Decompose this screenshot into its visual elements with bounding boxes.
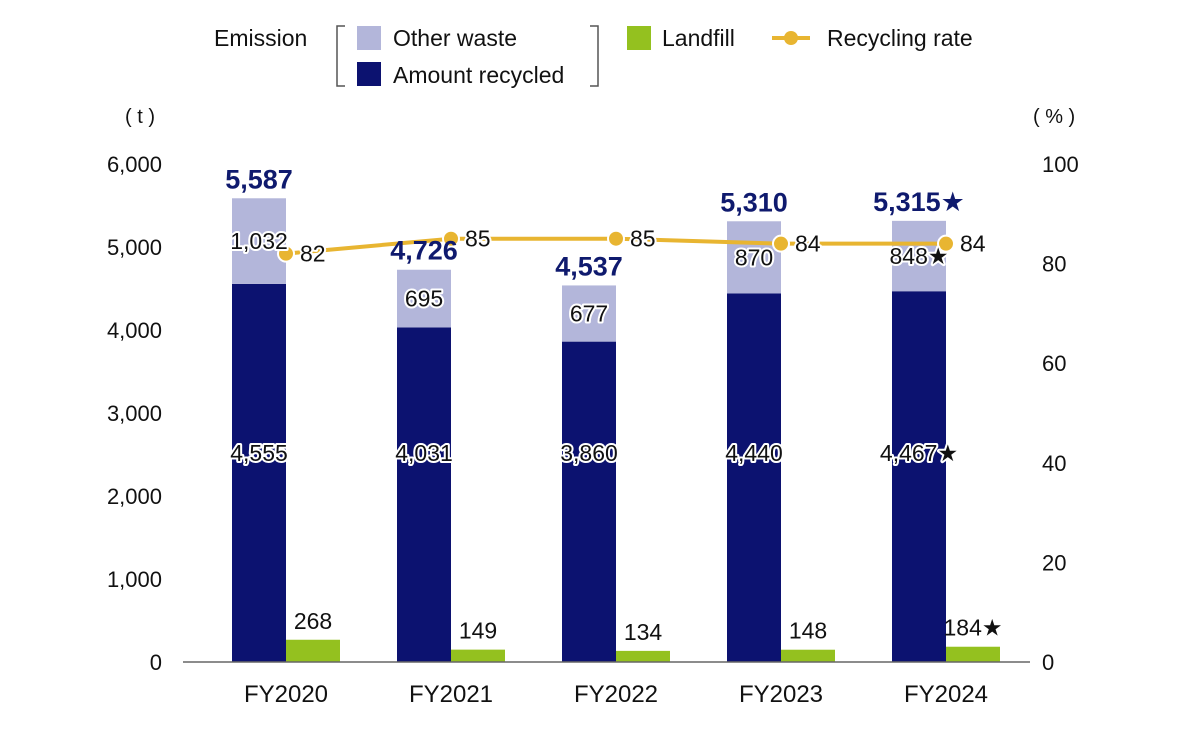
legend-label-amount-recycled: Amount recycled [393, 62, 564, 88]
total-label: 5,315★ [873, 187, 965, 217]
landfill-label: 148 [789, 618, 827, 644]
total-label: 4,537 [555, 251, 623, 281]
legend-label-other-waste: Other waste [393, 25, 517, 51]
y-right-tick-label: 0 [1042, 650, 1054, 675]
x-tick-label: FY2022 [574, 681, 658, 708]
other-waste-label: 1,032 [230, 228, 288, 254]
recycling-rate-point [772, 234, 790, 253]
bar-landfill [616, 650, 670, 662]
bars [232, 198, 1000, 662]
landfill-label: 149 [459, 618, 497, 644]
y-right-tick-label: 80 [1042, 252, 1066, 277]
y-right-tick-label: 100 [1042, 152, 1079, 177]
amount-recycled-label: 3,860 [560, 440, 618, 466]
bar-amount-recycled [397, 327, 451, 662]
legend-bracket-right [590, 25, 599, 87]
x-tick-label: FY2021 [409, 681, 493, 708]
y-right-unit: ( % ) [1033, 106, 1075, 128]
recycling-rate-point [442, 229, 460, 248]
y-right-tick-label: 20 [1042, 550, 1066, 575]
amount-recycled-label: 4,467★ [880, 440, 958, 466]
landfill-label: 184★ [944, 615, 1003, 641]
y-left-tick-label: 6,000 [107, 152, 162, 177]
other-waste-label: 848★ [890, 243, 949, 269]
recycling-rate-label: 85 [630, 226, 656, 252]
recycling-rate-point [277, 244, 295, 263]
bar-other-waste [727, 221, 781, 294]
total-label: 4,726 [390, 236, 458, 266]
bar-other-waste [562, 285, 616, 342]
y-left-unit: ( t ) [125, 106, 155, 128]
recycling-rate-label: 85 [465, 226, 491, 252]
legend-bracket-left [336, 25, 345, 87]
y-left-tick-label: 3,000 [107, 401, 162, 426]
bar-amount-recycled [562, 341, 616, 662]
bar-amount-recycled [232, 283, 286, 662]
landfill-label: 134 [624, 619, 663, 645]
y-left-tick-label: 4,000 [107, 318, 162, 343]
legend-swatch-other-waste [357, 26, 381, 50]
recycling-rate-label: 82 [300, 241, 326, 267]
recycling-rate-series [277, 229, 955, 263]
legend-swatch-amount-recycled [357, 62, 381, 86]
legend-label-landfill: Landfill [662, 25, 735, 51]
y-left-ticks: 0 1,000 2,000 3,000 4,000 5,000 6,000 [107, 152, 162, 675]
x-tick-label: FY2023 [739, 681, 823, 708]
y-left-tick-label: 0 [150, 650, 162, 675]
y-left-tick-label: 1,000 [107, 567, 162, 592]
bar-amount-recycled [892, 291, 946, 662]
y-right-tick-label: 60 [1042, 351, 1066, 376]
bar-other-waste [232, 198, 286, 284]
total-label: 5,587 [225, 164, 293, 194]
amount-recycled-label: 4,440 [725, 440, 783, 466]
legend-swatch-landfill [627, 26, 651, 50]
other-waste-label: 695 [405, 286, 443, 312]
recycling-rate-label: 84 [795, 231, 821, 257]
recycling-rate-point [937, 234, 955, 253]
total-label: 5,310 [720, 187, 788, 217]
bar-landfill [781, 649, 835, 662]
bar-other-waste [397, 269, 451, 328]
x-tick-label: FY2020 [244, 681, 328, 708]
x-tick-label: FY2024 [904, 681, 988, 708]
amount-recycled-label: 4,555 [230, 440, 288, 466]
data-labels: 5,587 4,555 1,032 268 4,726 4,031 695 149 4,537 3… [225, 164, 1002, 645]
legend-label-recycling-rate: Recycling rate [827, 25, 973, 51]
recycling-rate-label: 84 [960, 231, 986, 257]
bar-other-waste [892, 220, 946, 292]
y-left-tick-label: 2,000 [107, 484, 162, 509]
amount-recycled-label: 4,031 [395, 440, 453, 466]
x-axis-labels: FY2020 FY2021 FY2022 FY2023 FY2024 [244, 681, 988, 708]
legend: Emission Other waste Amount recycled Lan… [214, 25, 973, 88]
bar-amount-recycled [727, 293, 781, 662]
y-right-ticks: 0 20 40 60 80 100 [1042, 152, 1079, 675]
bar-landfill [286, 639, 340, 662]
legend-group-label: Emission [214, 25, 307, 51]
y-left-tick-label: 5,000 [107, 235, 162, 260]
y-right-tick-label: 40 [1042, 451, 1066, 476]
recycling-rate-point [607, 229, 625, 248]
bar-landfill [451, 649, 505, 662]
bar-landfill [946, 646, 1000, 662]
legend-swatch-recycling-rate-marker [784, 31, 798, 45]
other-waste-label: 677 [570, 301, 608, 327]
other-waste-label: 870 [735, 244, 773, 270]
landfill-label: 268 [294, 608, 332, 634]
